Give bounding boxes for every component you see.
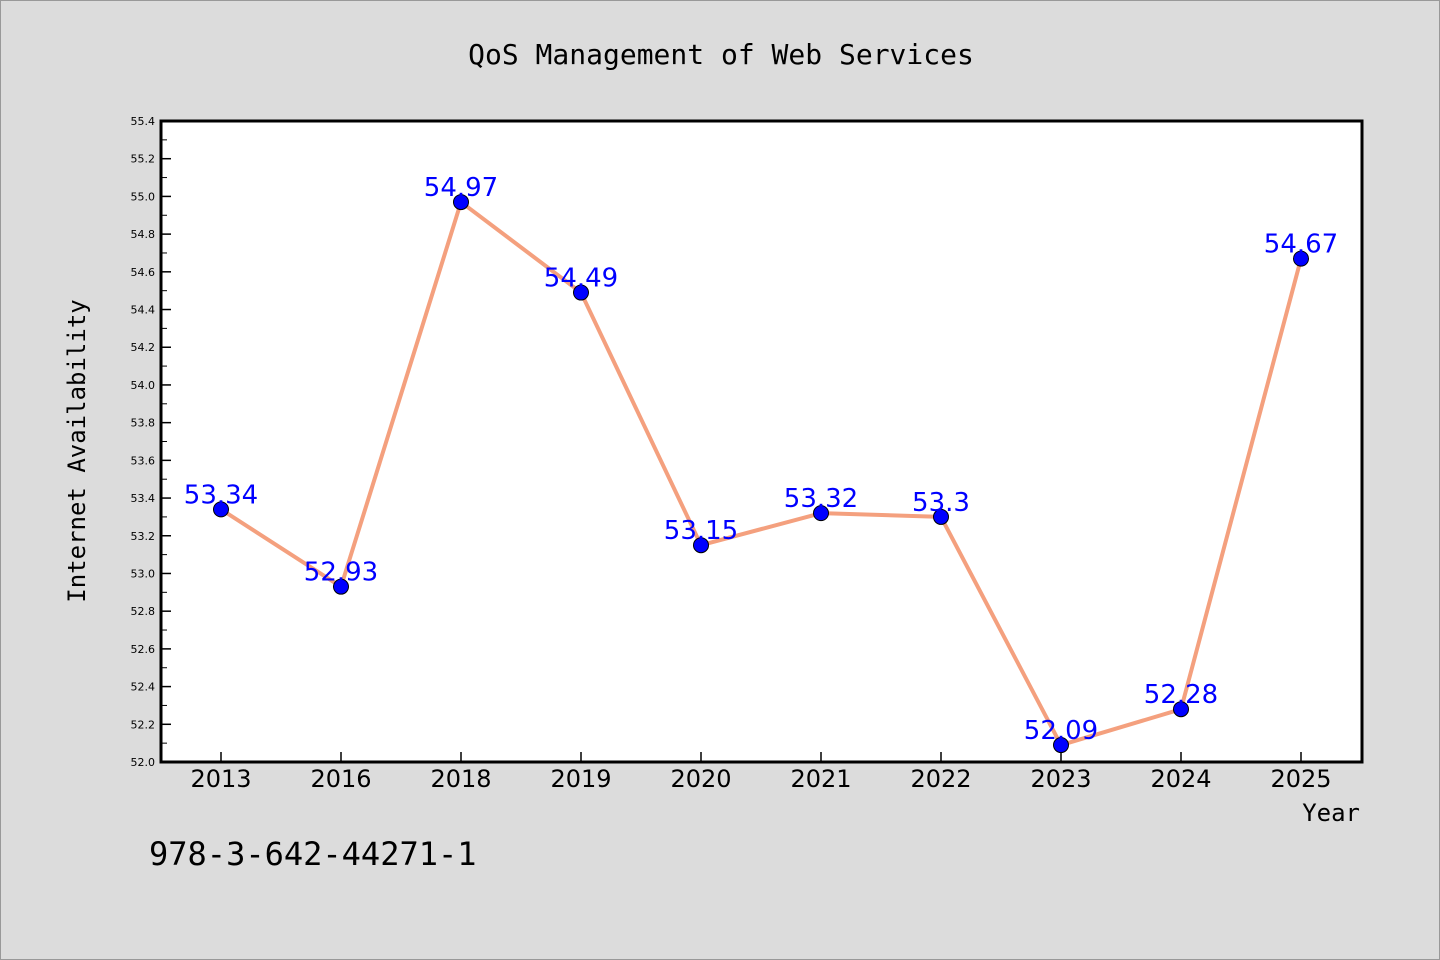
data-point <box>693 537 709 554</box>
y-tick-label: 52.6 <box>131 643 156 656</box>
x-tick-label: 2016 <box>310 765 371 793</box>
data-point <box>573 284 589 301</box>
y-tick-label: 52.0 <box>131 756 156 769</box>
data-label: 52.09 <box>1024 716 1098 746</box>
plot-area <box>159 119 1364 764</box>
y-tick-label: 54.8 <box>131 228 156 241</box>
x-tick-label: 2021 <box>790 765 851 793</box>
data-point <box>333 578 349 595</box>
x-tick-label: 2023 <box>1030 765 1091 793</box>
y-tick-label: 53.0 <box>131 567 156 580</box>
y-tick-label: 52.8 <box>131 605 156 618</box>
y-axis-label: Internet Availability <box>63 299 91 602</box>
y-tick-label: 52.4 <box>131 681 156 694</box>
data-label: 52.93 <box>304 558 378 588</box>
data-label: 53.3 <box>912 488 970 518</box>
x-tick-label: 2018 <box>430 765 491 793</box>
data-point <box>1053 737 1069 754</box>
x-tick-label: 2024 <box>1150 765 1211 793</box>
x-tick-label: 2013 <box>190 765 251 793</box>
y-tick-label: 53.8 <box>131 417 156 430</box>
series-line <box>219 200 1303 748</box>
data-label: 52.28 <box>1144 680 1218 710</box>
footer-text: 978-3-642-44271-1 <box>149 835 477 873</box>
y-tick-label: 52.2 <box>131 718 156 731</box>
series-points-group <box>213 194 1309 754</box>
data-point <box>1173 701 1189 718</box>
x-axis-label: Year <box>1302 799 1360 827</box>
data-point <box>933 508 949 525</box>
y-tick-label: 54.4 <box>131 304 156 317</box>
y-tick-label: 54.6 <box>131 266 156 279</box>
y-tick-label: 53.6 <box>131 454 156 467</box>
y-tick-label: 53.2 <box>131 530 156 543</box>
x-tick-label: 2025 <box>1270 765 1331 793</box>
data-label: 53.15 <box>664 516 738 546</box>
data-point <box>213 501 229 518</box>
y-tick-label: 54.2 <box>131 341 156 354</box>
series-line-group <box>219 200 1303 748</box>
y-tick-label: 55.0 <box>131 190 156 203</box>
data-label: 54.67 <box>1264 230 1338 260</box>
data-point <box>1293 250 1309 267</box>
y-tick-label: 53.4 <box>131 492 156 505</box>
data-point <box>813 505 829 522</box>
x-tick-label: 2019 <box>550 765 611 793</box>
data-label: 53.32 <box>784 484 858 514</box>
x-axis: 2013 2016 2018 2019 2020 2021 2022 2023 2024 2025 <box>190 752 1332 793</box>
data-labels-group: 53.34 52.93 54.97 54.49 53.15 53.32 53.3 52.09 5… <box>184 173 1338 746</box>
data-label: 53.34 <box>184 480 258 510</box>
x-tick-label: 2020 <box>670 765 731 793</box>
data-point <box>453 194 469 211</box>
chart-title: QoS Management of Web Services <box>468 38 974 71</box>
y-tick-label: 54.0 <box>131 379 156 392</box>
y-tick-label: 55.4 <box>131 115 156 128</box>
data-label: 54.49 <box>544 264 618 294</box>
y-tick-label: 55.2 <box>131 153 156 166</box>
x-tick-label: 2022 <box>910 765 971 793</box>
data-label: 54.97 <box>424 173 498 203</box>
y-axis: 52.0 52.2 52.4 52.6 52.8 53.0 53.2 53.4 53.6 53.8… <box>131 115 171 769</box>
